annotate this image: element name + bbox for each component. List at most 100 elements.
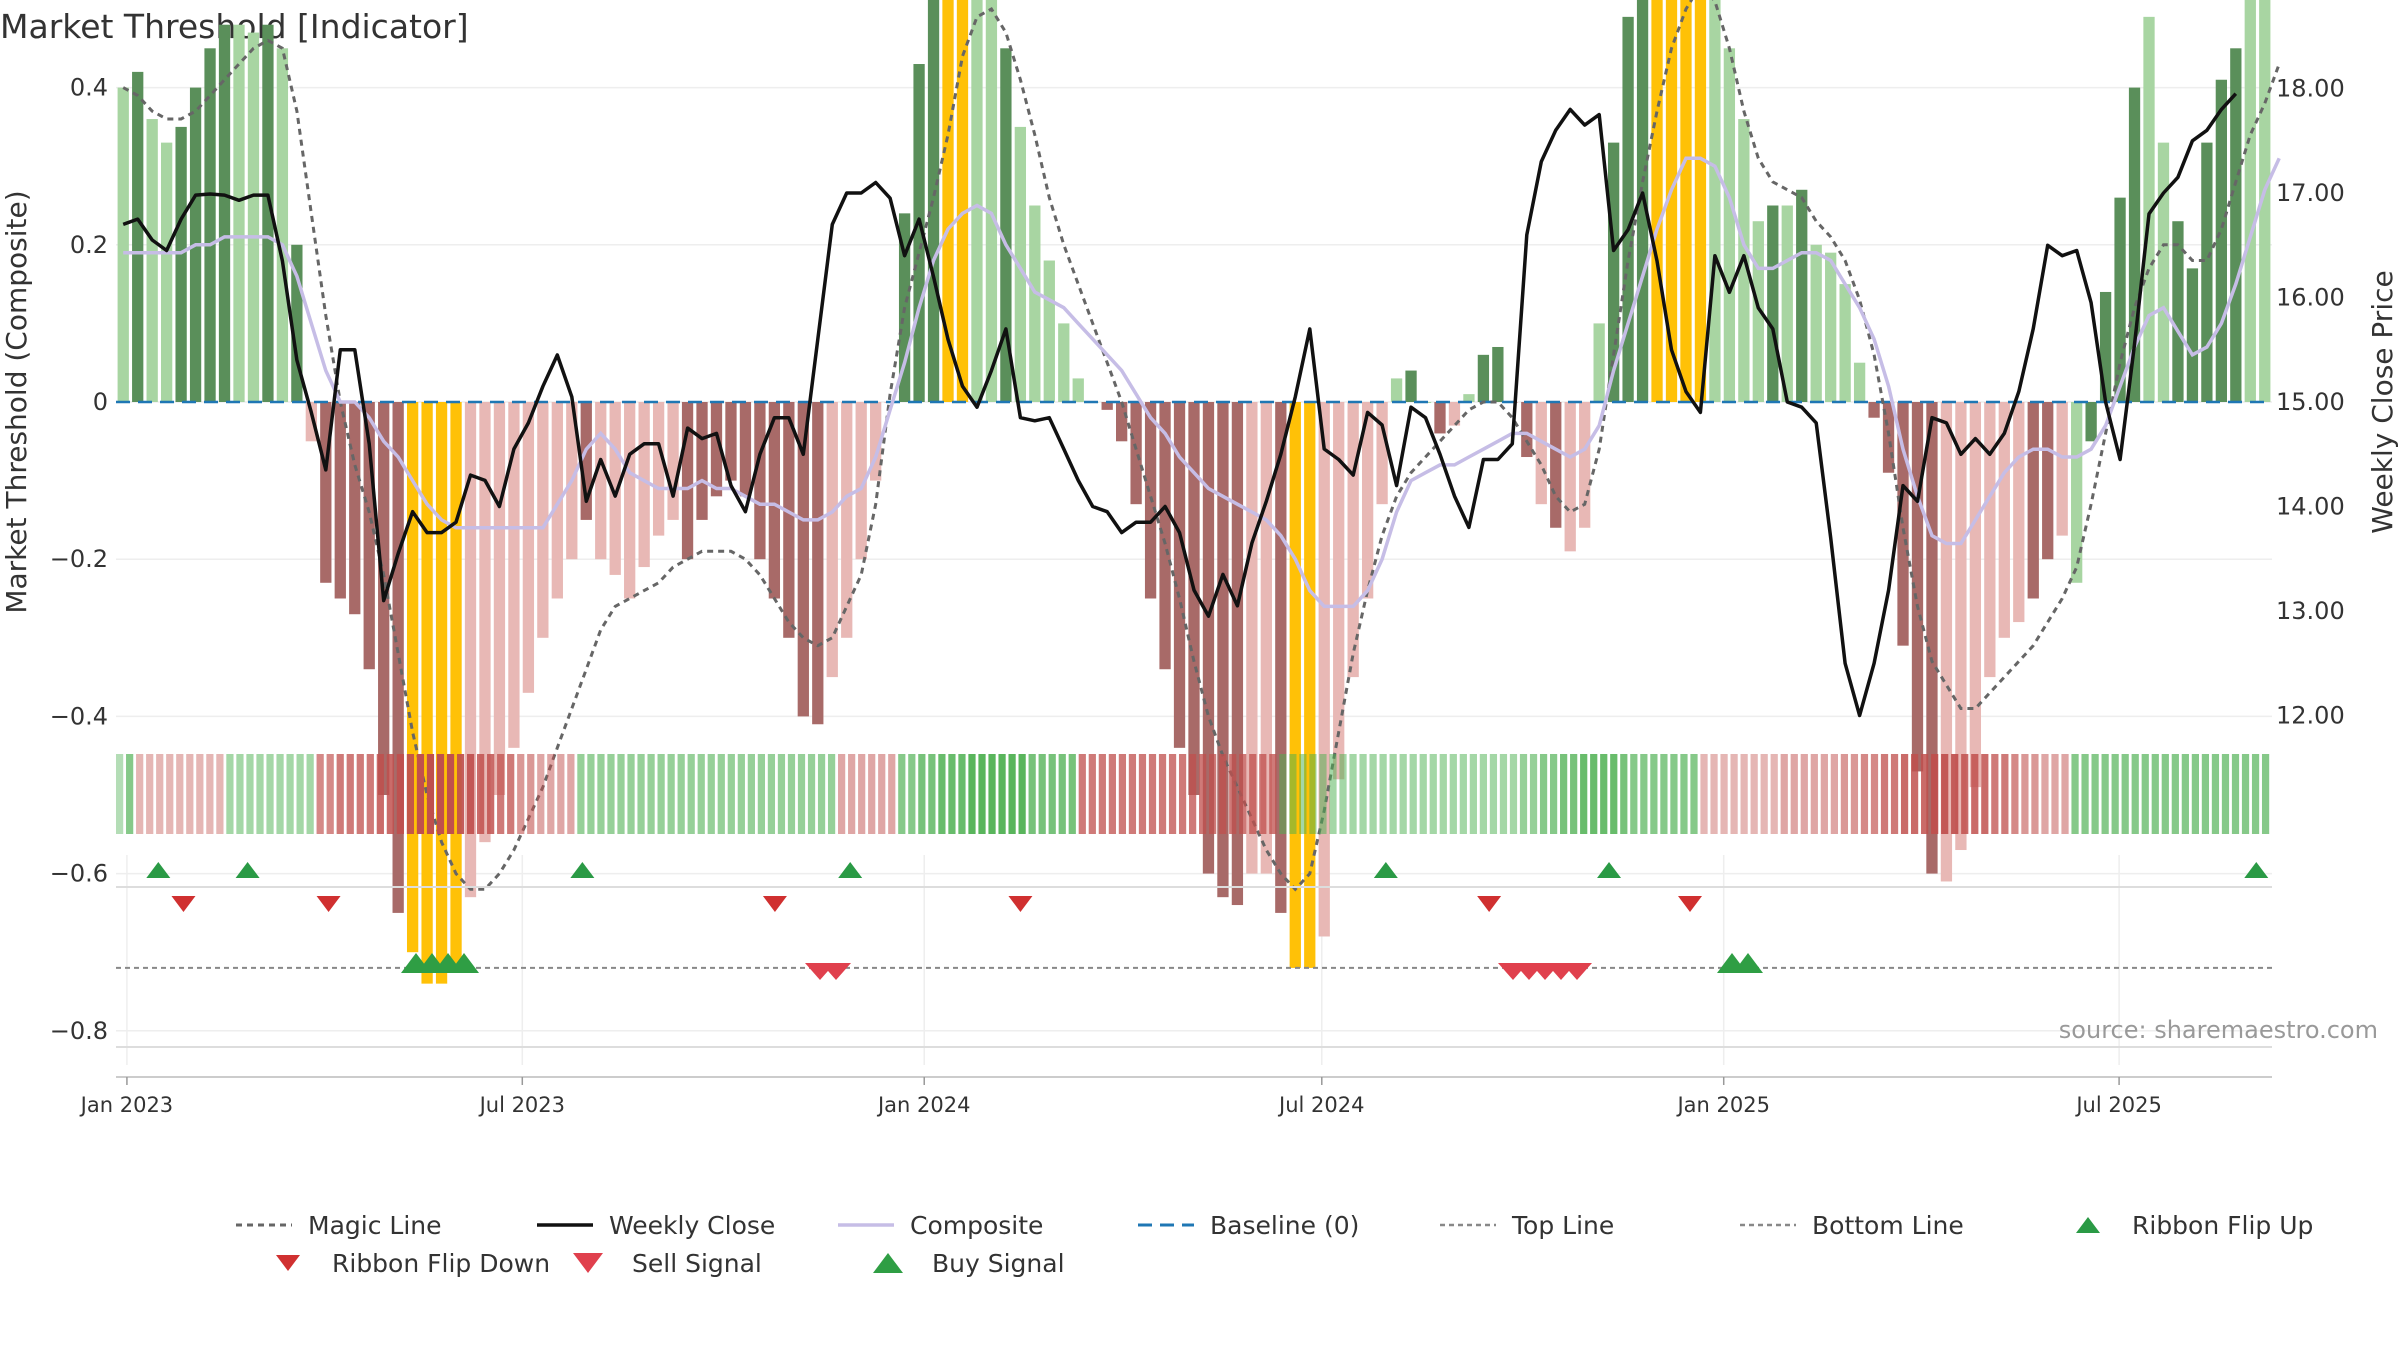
threshold-bar: [435, 402, 448, 984]
ribbon-segment: [1409, 754, 1417, 834]
threshold-bar: [826, 402, 838, 678]
threshold-bar: [1579, 402, 1591, 528]
threshold-bar: [363, 402, 375, 670]
threshold-bar: [768, 402, 781, 599]
ribbon-segment: [1148, 754, 1157, 834]
ribbon-flip-up-marker: [1597, 862, 1622, 878]
threshold-bar: [2259, 0, 2271, 402]
threshold-bar: [2215, 79, 2227, 403]
threshold-bar: [710, 402, 723, 497]
composite-line: [123, 156, 2281, 609]
ribbon-segment: [1790, 754, 1798, 834]
ribbon-segment: [326, 754, 334, 834]
ribbon-segment: [1640, 754, 1648, 834]
ribbon-segment: [1820, 754, 1828, 834]
ribbon-segment: [827, 754, 836, 834]
ribbon-segment: [156, 754, 164, 834]
ribbon-segment: [757, 754, 766, 834]
threshold-bar: [1376, 402, 1388, 505]
ribbon-segment: [1499, 754, 1508, 834]
ribbon-segment: [2101, 754, 2109, 834]
ribbon-flip-up-marker: [570, 862, 595, 878]
x-tick-label: Jul 2025: [2074, 1093, 2161, 1117]
lines: [116, 0, 2281, 969]
ribbon-segment: [196, 754, 204, 834]
ribbon-segment: [456, 754, 465, 834]
threshold-bar: [1260, 402, 1272, 874]
ribbon-segment: [1018, 754, 1026, 834]
ribbon-segment: [1479, 754, 1488, 834]
ribbon-segment: [256, 754, 264, 834]
ribbon-segment: [1529, 754, 1538, 834]
ribbon-segment: [677, 754, 685, 834]
ribbon-segment: [176, 754, 184, 834]
threshold-bar: [942, 0, 954, 402]
ribbon-segment: [2181, 754, 2189, 834]
ribbon-segment: [466, 754, 475, 834]
ribbon-segment: [1600, 754, 1608, 834]
threshold-bar: [667, 402, 679, 520]
ribbon-segment: [1259, 754, 1267, 834]
threshold-bar: [609, 402, 621, 575]
ribbon-segment: [356, 754, 364, 834]
ribbon-segment: [537, 754, 545, 834]
ribbon-segment: [1910, 754, 1919, 834]
ribbon-segment: [898, 754, 906, 834]
threshold-bar: [1781, 205, 1793, 402]
threshold-bar: [2085, 402, 2097, 442]
legend-label: Buy Signal: [932, 1249, 1065, 1278]
ribbon-segment: [1880, 754, 1889, 834]
ribbon-flip-down-marker: [316, 896, 341, 912]
ribbon-segment: [2201, 754, 2210, 834]
ribbon-segment: [2001, 754, 2009, 834]
ribbon-segment: [1519, 754, 1528, 834]
threshold-bar: [956, 0, 969, 403]
threshold-bar: [1868, 402, 1880, 418]
ribbon-segment: [1760, 754, 1768, 834]
y-tick-left: −0.6: [50, 860, 108, 888]
ribbon-segment: [1710, 754, 1718, 834]
ribbon-segment: [868, 754, 876, 834]
ribbon-segment: [1580, 754, 1588, 834]
x-tick-label: Jan 2023: [79, 1093, 174, 1117]
y-axis-label-left: Market Threshold (Composite): [0, 190, 33, 613]
x-tick-label: Jan 2025: [1675, 1093, 1770, 1117]
ribbon-segment: [1108, 754, 1116, 834]
threshold-bar: [1607, 142, 1620, 402]
ribbon-segment: [1650, 754, 1658, 834]
ribbon-segment: [2071, 754, 2079, 834]
threshold-bar: [1622, 16, 1634, 403]
ribbon-segment: [1630, 754, 1638, 834]
ribbon-segment: [1961, 754, 1969, 834]
ribbon-segment: [858, 754, 866, 834]
ribbon-segment: [1570, 754, 1578, 834]
legend-buy-swatch: [873, 1253, 903, 1273]
ribbon-segment: [888, 754, 896, 834]
ribbon-segment: [2081, 754, 2089, 834]
ribbon-segment: [236, 754, 244, 834]
y-tick-right: 13.00: [2276, 597, 2345, 625]
ribbon-segment: [346, 754, 354, 834]
threshold-bar: [1810, 244, 1822, 402]
ribbon-segment: [1870, 754, 1879, 834]
ribbon-segment: [206, 754, 214, 834]
ribbon-flip-up-marker: [146, 862, 171, 878]
ribbon-segment: [958, 754, 966, 834]
ribbon-segment: [336, 754, 344, 834]
ribbon-segment: [557, 754, 565, 834]
ribbon-segment: [1590, 754, 1598, 834]
ribbon-flip-up-marker: [1373, 862, 1398, 878]
ribbon-segment: [1038, 754, 1046, 834]
threshold-bar: [349, 402, 361, 615]
x-tick-label: Jul 2024: [1277, 1093, 1364, 1117]
ribbon-segment: [1830, 754, 1838, 834]
ribbon-segment: [1971, 754, 1979, 834]
threshold-bar: [522, 402, 535, 693]
ribbon-segment: [737, 754, 745, 834]
y-axis-right: 18.00 17.00 16.00 15.00 14.00 13.00 12.00: [2276, 75, 2345, 730]
threshold-bar: [2201, 142, 2213, 402]
ribbon-segment: [928, 754, 936, 834]
threshold-bar: [1231, 402, 1244, 906]
